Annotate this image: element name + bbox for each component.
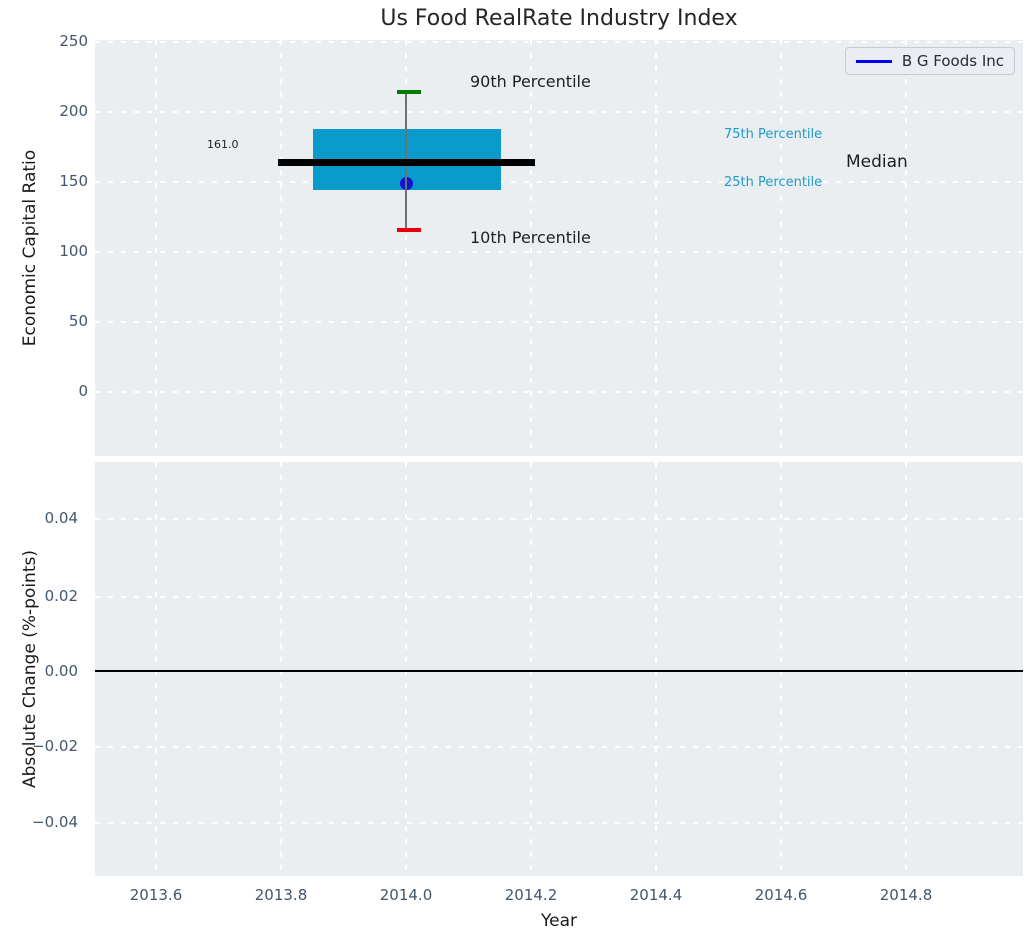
xtick: 2014.2 bbox=[504, 886, 558, 904]
annotation-10th-percentile: 10th Percentile bbox=[470, 228, 591, 247]
gridline-vertical bbox=[655, 462, 657, 876]
legend-line-swatch bbox=[855, 59, 892, 63]
gridline-vertical bbox=[155, 40, 157, 456]
gridline-horizontal bbox=[95, 181, 1023, 183]
legend-label: B G Foods Inc bbox=[901, 52, 1004, 70]
gridline-vertical bbox=[280, 462, 282, 876]
gridline-vertical bbox=[530, 40, 532, 456]
gridline-vertical bbox=[280, 40, 282, 456]
chart-title: Us Food RealRate Industry Index bbox=[380, 6, 738, 31]
gridline-horizontal bbox=[95, 251, 1023, 253]
xtick: 2014.0 bbox=[379, 886, 433, 904]
xtick: 2013.6 bbox=[129, 886, 183, 904]
boxplot-median-line bbox=[278, 159, 535, 166]
gridline-vertical bbox=[905, 462, 907, 876]
annotation-75th-percentile: 75th Percentile bbox=[724, 127, 823, 142]
ytick-top: 200 bbox=[59, 102, 88, 120]
gridline-vertical bbox=[655, 40, 657, 456]
gridline-vertical bbox=[905, 40, 907, 456]
gridline-vertical bbox=[780, 40, 782, 456]
annotation-median-value: 161.0 bbox=[207, 138, 239, 151]
ytick-top: 150 bbox=[59, 172, 88, 190]
gridline-horizontal bbox=[95, 41, 1023, 43]
gridline-horizontal bbox=[95, 391, 1023, 393]
ytick-bottom: −0.02 bbox=[32, 737, 78, 755]
gridline-vertical bbox=[405, 40, 407, 456]
x-axis-label: Year bbox=[541, 911, 577, 931]
gridline-horizontal bbox=[95, 822, 1023, 824]
boxplot-90th-cap bbox=[397, 90, 421, 94]
gridline-horizontal bbox=[95, 596, 1023, 598]
xtick: 2014.4 bbox=[629, 886, 683, 904]
gridline-horizontal bbox=[95, 518, 1023, 520]
ytick-top: 0 bbox=[78, 382, 88, 400]
annotation-25th-percentile: 25th Percentile bbox=[724, 175, 823, 190]
gridline-horizontal bbox=[95, 111, 1023, 113]
zero-reference-line bbox=[95, 670, 1023, 672]
ytick-bottom: 0.00 bbox=[44, 662, 78, 680]
xtick: 2014.6 bbox=[754, 886, 808, 904]
gridline-vertical bbox=[405, 462, 407, 876]
annotation-90th-percentile: 90th Percentile bbox=[470, 72, 591, 91]
ytick-bottom: 0.04 bbox=[44, 509, 78, 527]
ytick-top: 100 bbox=[59, 242, 88, 260]
xtick: 2014.8 bbox=[879, 886, 933, 904]
xtick: 2013.8 bbox=[254, 886, 308, 904]
y-axis-label-top: Economic Capital Ratio bbox=[20, 149, 40, 347]
gridline-vertical bbox=[530, 462, 532, 876]
ytick-top: 250 bbox=[59, 32, 88, 50]
bottom-plot-panel bbox=[95, 462, 1023, 876]
ytick-top: 50 bbox=[68, 312, 88, 330]
legend: B G Foods Inc bbox=[844, 47, 1015, 75]
gridline-vertical bbox=[780, 462, 782, 876]
boxplot-10th-cap bbox=[397, 228, 421, 232]
gridline-horizontal bbox=[95, 746, 1023, 748]
top-plot-panel: 90th Percentile 10th Percentile 161.0 75… bbox=[95, 40, 1023, 456]
annotation-median: Median bbox=[846, 152, 908, 172]
ytick-bottom: −0.04 bbox=[32, 813, 78, 831]
ytick-bottom: 0.02 bbox=[44, 587, 78, 605]
gridline-vertical bbox=[155, 462, 157, 876]
y-axis-label-bottom: Absolute Change (%-points) bbox=[20, 550, 40, 788]
gridline-horizontal bbox=[95, 321, 1023, 323]
